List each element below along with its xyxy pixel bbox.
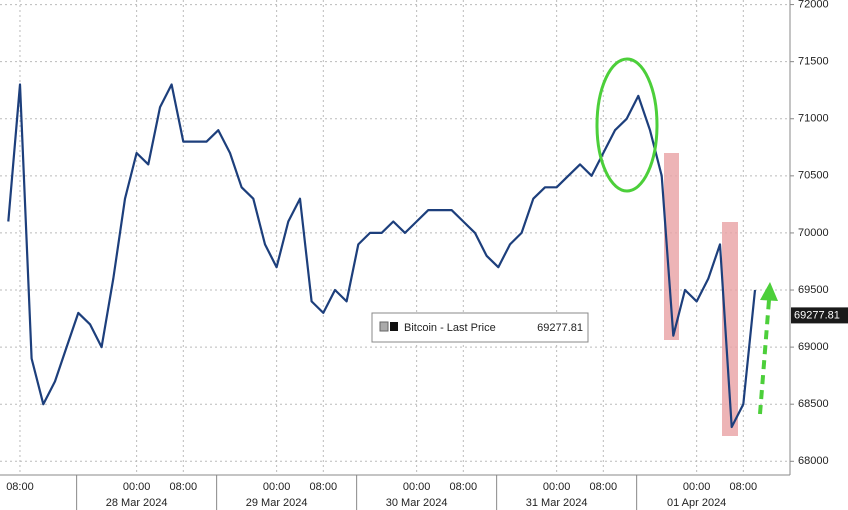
legend-swatch [390,322,398,331]
y-tick-label: 69000 [798,341,829,353]
legend-box [371,312,589,343]
series-layer [7,83,757,429]
x-tick-label: 08:00 [6,481,34,493]
date-label: 28 Mar 2024 [106,497,168,509]
series-line [7,83,757,429]
y-tick-label: 69500 [798,284,829,296]
x-tick-label: 00:00 [543,481,571,493]
date-label: 29 Mar 2024 [246,497,308,509]
y-tick-label: 68500 [798,398,829,410]
highlight-box [722,222,738,436]
x-tick-label: 00:00 [403,481,431,493]
x-tick-label: 00:00 [263,481,291,493]
date-label: 30 Mar 2024 [386,497,448,509]
last-price-label: 69277.81 [794,309,840,321]
y-tick-label: 68000 [798,455,829,467]
legend-value: 69277.81 [537,322,583,334]
highlight-box [664,153,679,340]
x-tick-label: 08:00 [310,481,338,493]
y-tick-label: 71000 [798,113,829,125]
y-tick-label: 71500 [798,56,829,68]
legend-swatch [379,321,389,332]
arrow-head [760,282,778,301]
arrow-shaft [758,299,771,415]
y-tick-label: 70500 [798,170,829,182]
x-tick-label: 08:00 [450,481,478,493]
date-label: 01 Apr 2024 [667,497,726,509]
legend: Bitcoin - Last Price 69277.81 [371,312,589,343]
x-tick-label: 08:00 [730,481,758,493]
highlight-ellipse [595,57,659,193]
date-label: 31 Mar 2024 [526,497,588,509]
y-tick-label: 70000 [798,227,829,239]
last-price-box [791,307,848,324]
legend-label: Bitcoin - Last Price [404,322,496,334]
y-tick-label: 72000 [798,0,829,10]
x-tick-label: 00:00 [683,481,711,493]
x-tick-label: 08:00 [170,481,198,493]
x-tick-label: 00:00 [123,481,151,493]
x-tick-label: 08:00 [590,481,618,493]
